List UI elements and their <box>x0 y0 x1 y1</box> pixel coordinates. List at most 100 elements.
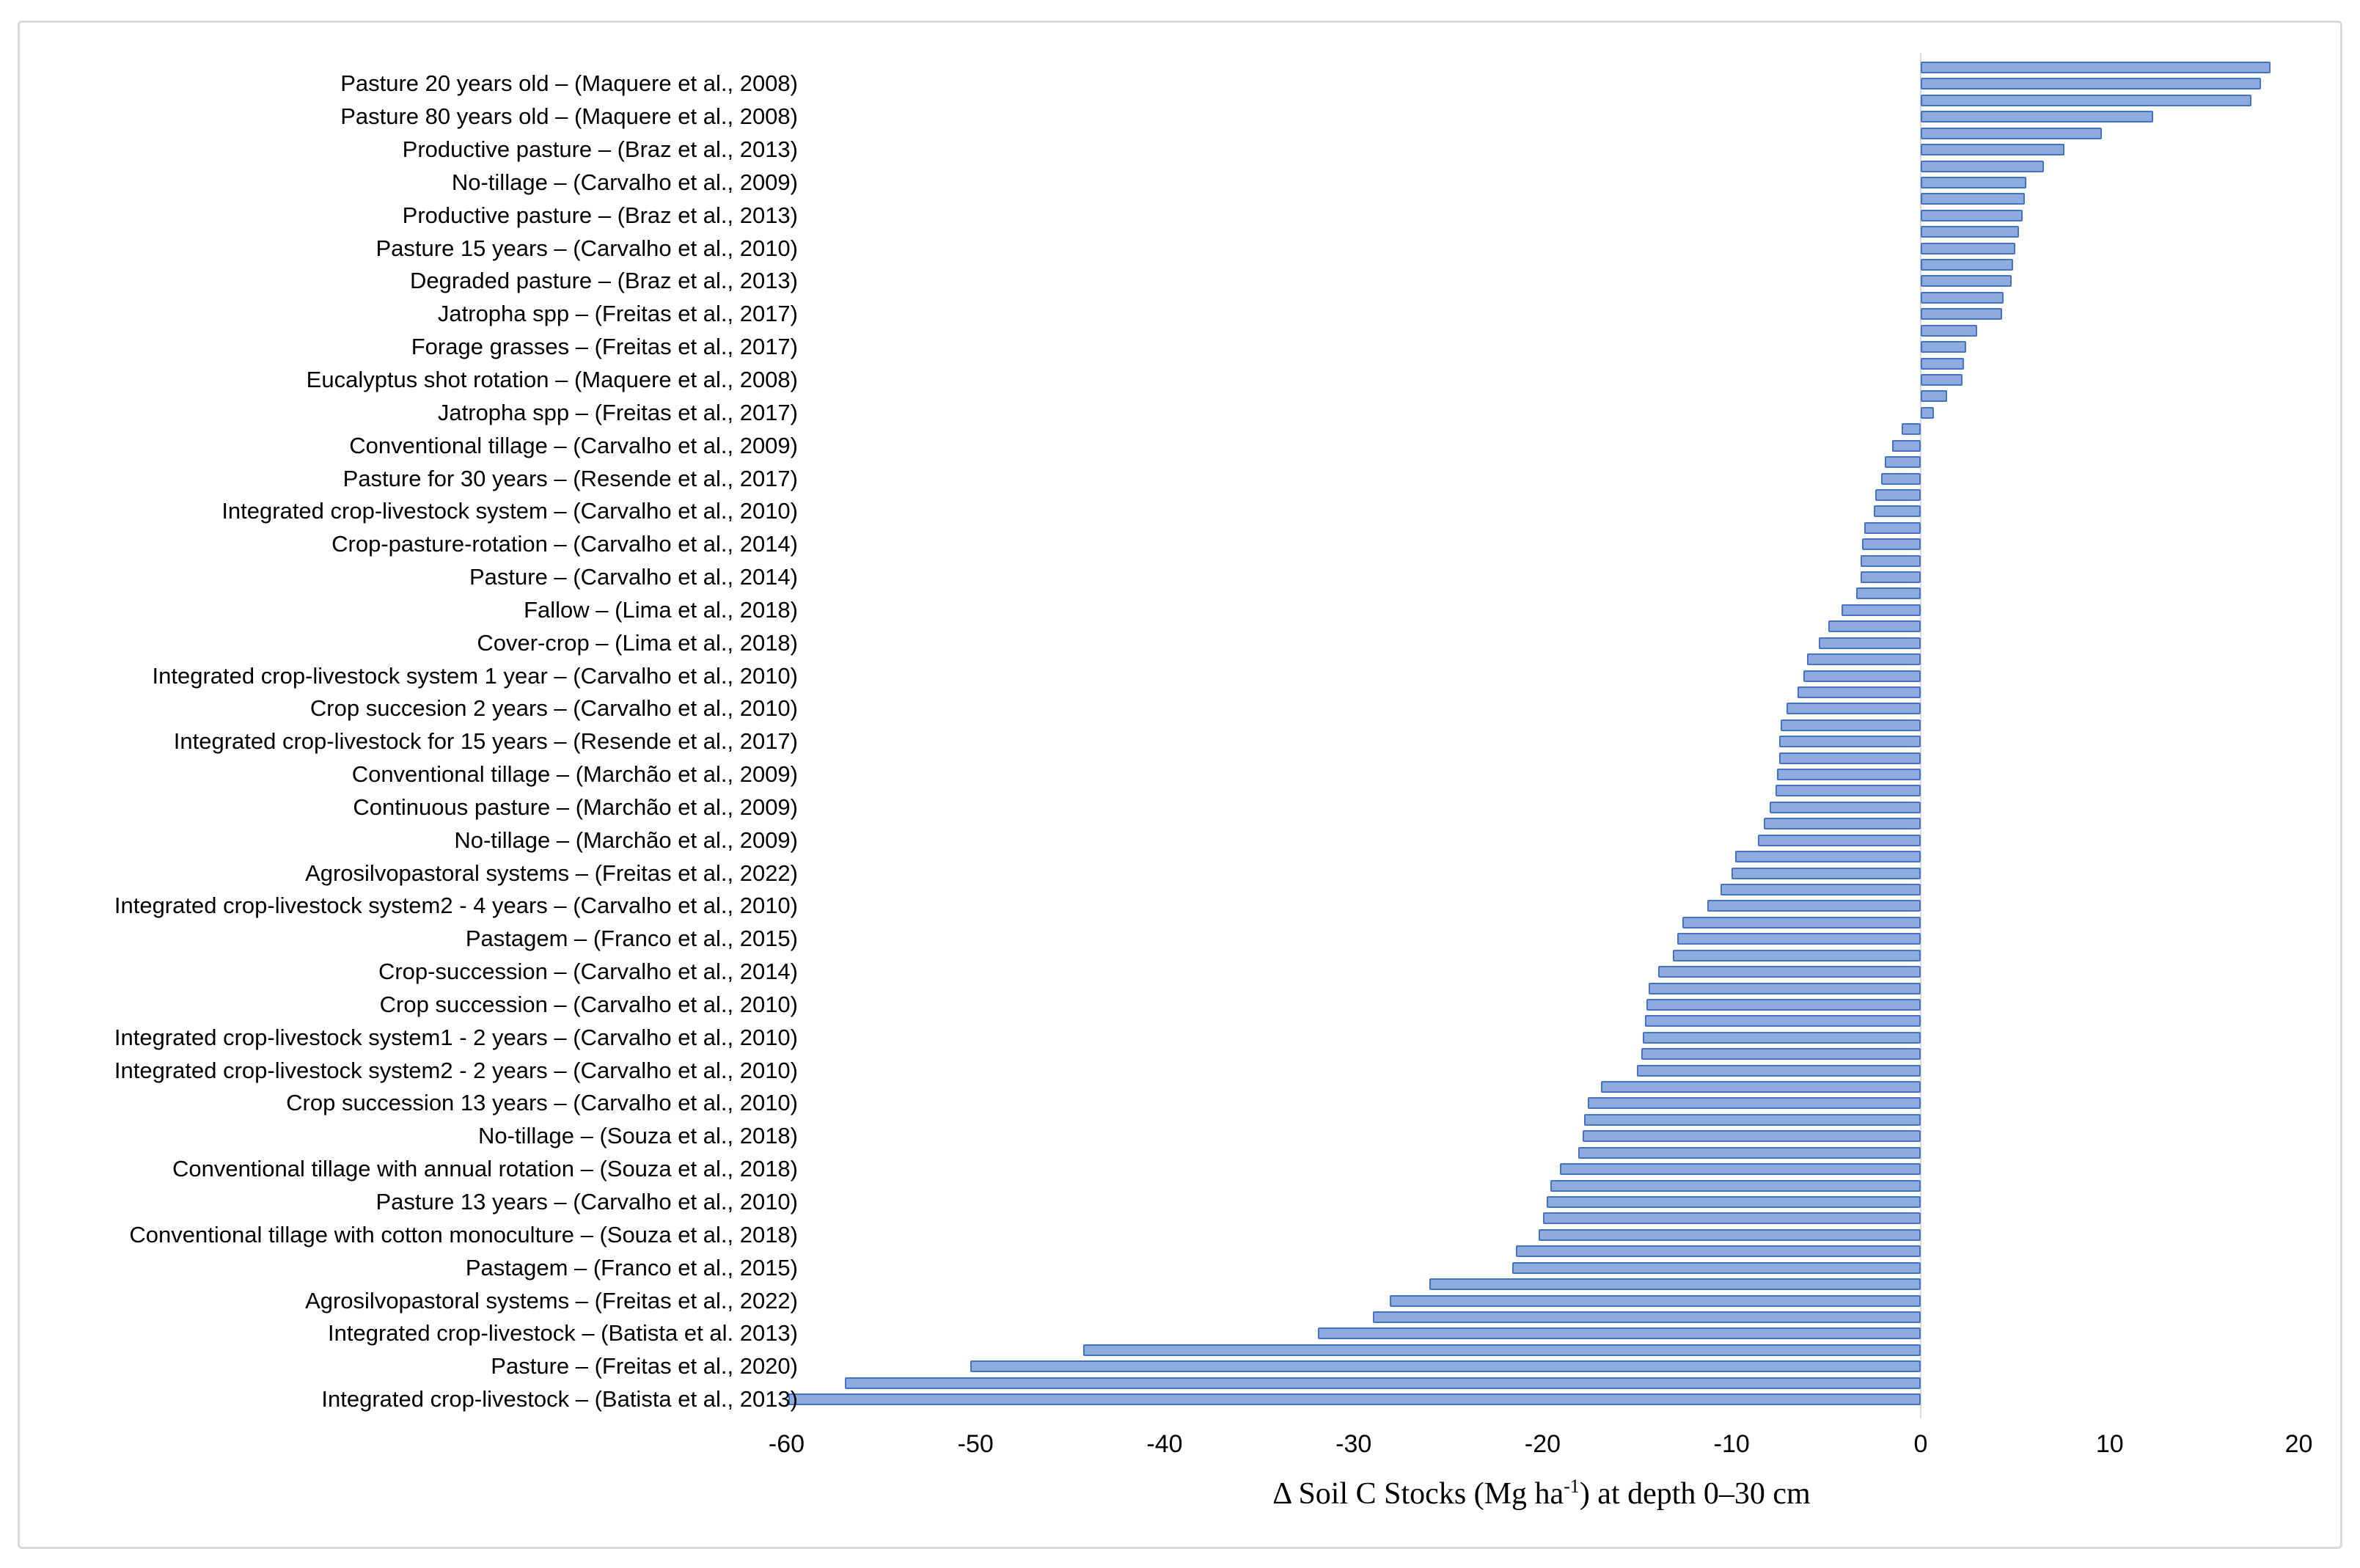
bar <box>970 1360 1921 1373</box>
category-label: Integrated crop-livestock – (Batista et … <box>321 1386 798 1413</box>
bar <box>1588 1097 1921 1110</box>
bar <box>1582 1130 1921 1143</box>
bar <box>1921 144 2064 156</box>
bar <box>1921 357 1965 370</box>
bar <box>1731 867 1921 879</box>
category-label: Pasture for 30 years – (Resende et al., … <box>342 465 798 491</box>
bar <box>1921 176 2027 188</box>
x-axis-title: Δ Soil C Stocks (Mg ha-1) at depth 0–30 … <box>808 1476 2275 1512</box>
bar <box>1921 390 1948 403</box>
category-label: Integrated crop-livestock – (Batista et … <box>328 1320 798 1347</box>
category-label: Pasture – (Freitas et al., 2020) <box>491 1353 798 1380</box>
bar <box>1841 604 1921 616</box>
category-label: Crop-succession – (Carvalho et al., 2014… <box>378 959 798 985</box>
bar <box>1775 785 1921 797</box>
bar <box>1644 1015 1921 1027</box>
category-label: No-tillage – (Marchão et al., 2009) <box>454 827 798 853</box>
category-label: Integrated crop-livestock system – (Carv… <box>221 498 798 524</box>
figure-frame <box>18 21 2342 1549</box>
category-label: Continuous pasture – (Marchão et al., 20… <box>353 794 798 820</box>
bar <box>1637 1064 1921 1077</box>
x-tick-label: 0 <box>1913 1430 1928 1458</box>
category-label: No-tillage – (Souza et al., 2018) <box>478 1123 798 1149</box>
bar <box>1648 982 1921 994</box>
category-label: Integrated crop-livestock system 1 year … <box>152 662 798 689</box>
x-tick-label: -60 <box>768 1430 805 1458</box>
bar <box>1921 406 1935 419</box>
bar <box>1807 653 1921 666</box>
bar <box>1818 637 1921 649</box>
bar <box>1921 62 2271 73</box>
x-tick-label: 10 <box>2095 1430 2124 1458</box>
x-tick-label: 20 <box>2284 1430 2313 1458</box>
category-label: Jatropha spp – (Freitas et al., 2017) <box>437 399 798 425</box>
x-axis-title-suffix: ) at depth 0–30 cm <box>1579 1477 1811 1511</box>
bar <box>1720 884 1921 895</box>
bar <box>1921 291 2004 304</box>
bar <box>1372 1311 1921 1323</box>
bar <box>1512 1261 1921 1274</box>
x-tick-label: -20 <box>1524 1430 1561 1458</box>
category-label: Degraded pasture – (Braz et al., 2013) <box>409 268 798 294</box>
bar <box>1885 456 1921 469</box>
x-axis-title-prefix: Δ Soil C Stocks (Mg ha <box>1272 1477 1564 1511</box>
bar <box>1781 719 1921 731</box>
bar <box>1317 1327 1921 1340</box>
bar <box>1921 160 2044 172</box>
category-label: Fallow – (Lima et al., 2018) <box>524 596 798 623</box>
x-tick-label: -10 <box>1713 1430 1750 1458</box>
bar <box>1892 439 1921 452</box>
category-label: Pasture 80 years old – (Maquere et al., … <box>340 103 798 130</box>
category-label: Agrosilvopastoral systems – (Freitas et … <box>305 1287 798 1314</box>
category-label: Crop succession 13 years – (Carvalho et … <box>286 1090 798 1116</box>
category-label: Forage grasses – (Freitas et al., 2017) <box>411 334 798 360</box>
category-label: Pasture 13 years – (Carvalho et al., 201… <box>375 1188 798 1215</box>
category-label: Pasture 20 years old – (Maquere et al., … <box>340 70 798 97</box>
zero-axis-line <box>1920 53 1921 1419</box>
bar <box>1921 373 1963 386</box>
bar <box>1542 1212 1921 1225</box>
bar <box>1803 670 1921 682</box>
bar <box>1707 900 1921 912</box>
bar <box>1641 1048 1921 1060</box>
bar <box>1083 1344 1921 1356</box>
category-label: Conventional tillage – (Marchão et al., … <box>351 761 798 788</box>
bar <box>1777 769 1921 781</box>
bar <box>1864 521 1921 534</box>
x-tick-label: -30 <box>1335 1430 1372 1458</box>
bar <box>1921 94 2252 106</box>
bar <box>1682 916 1921 928</box>
bar <box>1856 587 1921 600</box>
bar <box>1389 1294 1921 1307</box>
category-label: Conventional tillage with cotton monocul… <box>129 1221 798 1248</box>
bar <box>1921 259 2014 271</box>
bar <box>1921 111 2154 123</box>
bar <box>1559 1163 1921 1176</box>
bar <box>1539 1228 1921 1241</box>
bar <box>1778 736 1921 748</box>
category-label: Eucalyptus shot rotation – (Maquere et a… <box>306 366 798 392</box>
bar <box>1769 801 1921 813</box>
category-label: Pastagem – (Franco et al., 2015) <box>465 1254 798 1281</box>
bar <box>1860 554 1921 567</box>
bar <box>1657 966 1921 978</box>
bar <box>1862 538 1921 551</box>
category-label: Cover-crop – (Lima et al., 2018) <box>477 629 798 656</box>
category-label: Jatropha spp – (Freitas et al., 2017) <box>437 301 798 327</box>
category-label: Pastagem – (Franco et al., 2015) <box>465 926 798 952</box>
bar <box>1828 620 1921 633</box>
bar <box>1921 193 2025 205</box>
bar <box>1643 1031 1921 1044</box>
bar <box>1921 226 2020 238</box>
bar <box>1546 1195 1921 1208</box>
category-label: Crop-pasture-rotation – (Carvalho et al.… <box>331 531 798 557</box>
bar <box>1786 703 1921 715</box>
category-label: No-tillage – (Carvalho et al., 2009) <box>451 169 798 195</box>
x-tick-label: -40 <box>1146 1430 1183 1458</box>
bar <box>1921 308 2002 320</box>
bar <box>1673 949 1921 961</box>
category-label: Integrated crop-livestock system1 - 2 ye… <box>114 1024 798 1050</box>
bar <box>1578 1146 1921 1159</box>
bar <box>1921 341 1966 353</box>
